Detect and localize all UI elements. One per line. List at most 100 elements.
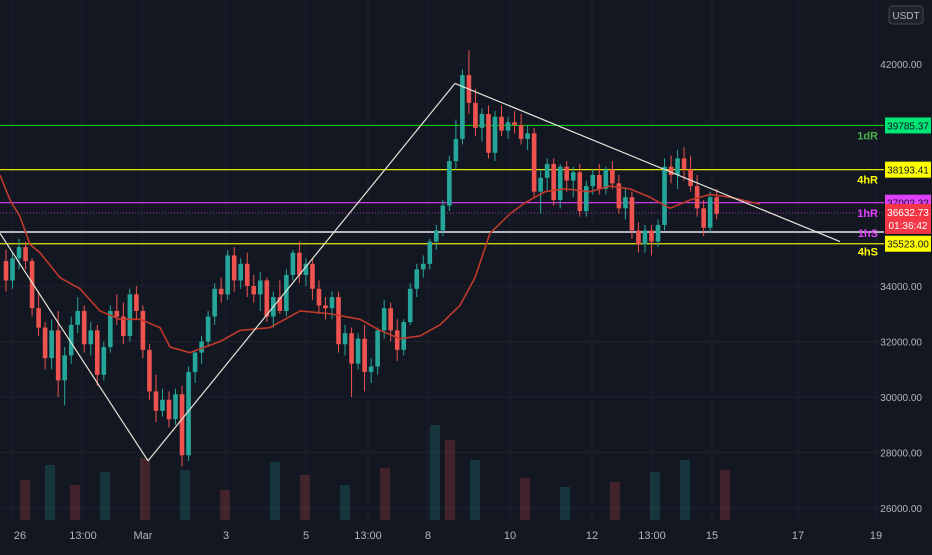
- candle-body: [407, 288, 413, 323]
- level-label-1dR: 1dR: [857, 130, 878, 142]
- candle-body: [368, 366, 374, 373]
- x-tick-label: 12: [586, 530, 598, 542]
- trendline[interactable]: [147, 83, 456, 462]
- candle-body: [479, 113, 485, 128]
- y-tick-label: 32000.00: [880, 338, 922, 349]
- candle-body: [636, 230, 641, 245]
- volume-bar: [340, 485, 350, 520]
- candle-body: [564, 166, 570, 181]
- volume-bar: [180, 470, 190, 520]
- candle-body: [447, 161, 452, 206]
- candle-body: [88, 330, 94, 345]
- candle-body: [101, 347, 107, 375]
- volume-bar: [560, 487, 570, 520]
- candle-body: [179, 394, 185, 456]
- candle-body: [362, 338, 367, 373]
- candle-body: [212, 288, 217, 317]
- x-tick-label: 13:00: [69, 530, 97, 542]
- candle-body: [23, 247, 28, 262]
- candle-body: [688, 169, 693, 187]
- x-tick-label: 5: [303, 530, 309, 542]
- candle-body: [440, 205, 446, 231]
- level-label-1hS: 1hS: [858, 228, 878, 240]
- candle-body: [505, 122, 511, 131]
- volume-bar: [270, 462, 280, 520]
- candle-body: [94, 330, 100, 375]
- trendline[interactable]: [0, 232, 149, 462]
- candle-body: [420, 263, 426, 270]
- candle-body: [134, 294, 139, 311]
- candle-body: [166, 399, 172, 420]
- candle-body: [401, 322, 407, 350]
- candle-body: [616, 183, 622, 209]
- level-label-4hR: 4hR: [857, 175, 878, 187]
- volume-bar: [380, 468, 390, 520]
- candle-body: [544, 163, 550, 178]
- currency-button[interactable]: [888, 5, 924, 25]
- candle-body: [329, 297, 335, 309]
- trendline[interactable]: [454, 82, 841, 243]
- candle-body: [381, 308, 387, 331]
- candle-body: [583, 186, 589, 212]
- candle-body: [453, 138, 459, 162]
- x-tick-label: 13:00: [638, 530, 666, 542]
- volume-bar: [445, 440, 455, 520]
- candle-body: [531, 133, 537, 192]
- volume-bar: [720, 470, 730, 520]
- x-tick-label: 13:00: [354, 530, 382, 542]
- candle-body: [277, 297, 283, 311]
- candle-body: [623, 197, 628, 209]
- volume-bar: [300, 475, 310, 520]
- y-tick-label: 42000.00: [880, 60, 922, 71]
- volume-bar: [610, 482, 620, 520]
- candle-body: [681, 158, 687, 170]
- moving-average-line: [0, 174, 761, 354]
- volume-bar: [680, 460, 690, 520]
- price-tag-4hR: [885, 161, 931, 178]
- candle-body: [153, 391, 159, 411]
- volume-bar: [650, 472, 660, 520]
- volume-bar: [470, 460, 480, 520]
- candle-body: [388, 308, 393, 331]
- candle-body: [121, 316, 126, 336]
- candle-body: [460, 75, 465, 139]
- candle-body: [114, 310, 120, 317]
- candle-body: [284, 274, 289, 311]
- candle-body: [108, 310, 113, 348]
- candle-body: [251, 286, 257, 295]
- candle-body: [264, 280, 270, 317]
- candle-body: [257, 280, 263, 295]
- candle-body: [525, 133, 530, 139]
- volume-bar: [45, 465, 55, 520]
- candle-body: [642, 230, 648, 245]
- candle-body: [714, 197, 719, 214]
- volume-bar: [70, 485, 80, 520]
- candle-body: [244, 263, 250, 286]
- candle-body: [610, 169, 615, 184]
- candle-body: [349, 333, 354, 364]
- candle-body: [297, 252, 302, 275]
- candle-body: [707, 197, 713, 228]
- x-tick-label: 15: [706, 530, 718, 542]
- candle-body: [649, 230, 654, 242]
- candle-body: [323, 305, 328, 309]
- price-tag-1dR: [885, 117, 931, 134]
- x-tick-label: 19: [870, 530, 882, 542]
- currency-button-label[interactable]: USDT: [892, 11, 919, 22]
- candle-body: [199, 341, 204, 353]
- x-tick-label: 17: [792, 530, 804, 542]
- volume-bar: [520, 478, 530, 520]
- candle-body: [577, 172, 583, 212]
- candle-body: [3, 261, 9, 281]
- x-tick-label: 26: [14, 530, 26, 542]
- candle-body: [75, 310, 81, 325]
- candle-body: [629, 197, 635, 231]
- x-tick-label: 10: [504, 530, 516, 542]
- candle-body: [310, 263, 315, 289]
- volume-bar: [20, 480, 30, 520]
- volume-bar: [220, 490, 230, 520]
- candle-body: [538, 177, 543, 192]
- candle-body: [127, 294, 133, 336]
